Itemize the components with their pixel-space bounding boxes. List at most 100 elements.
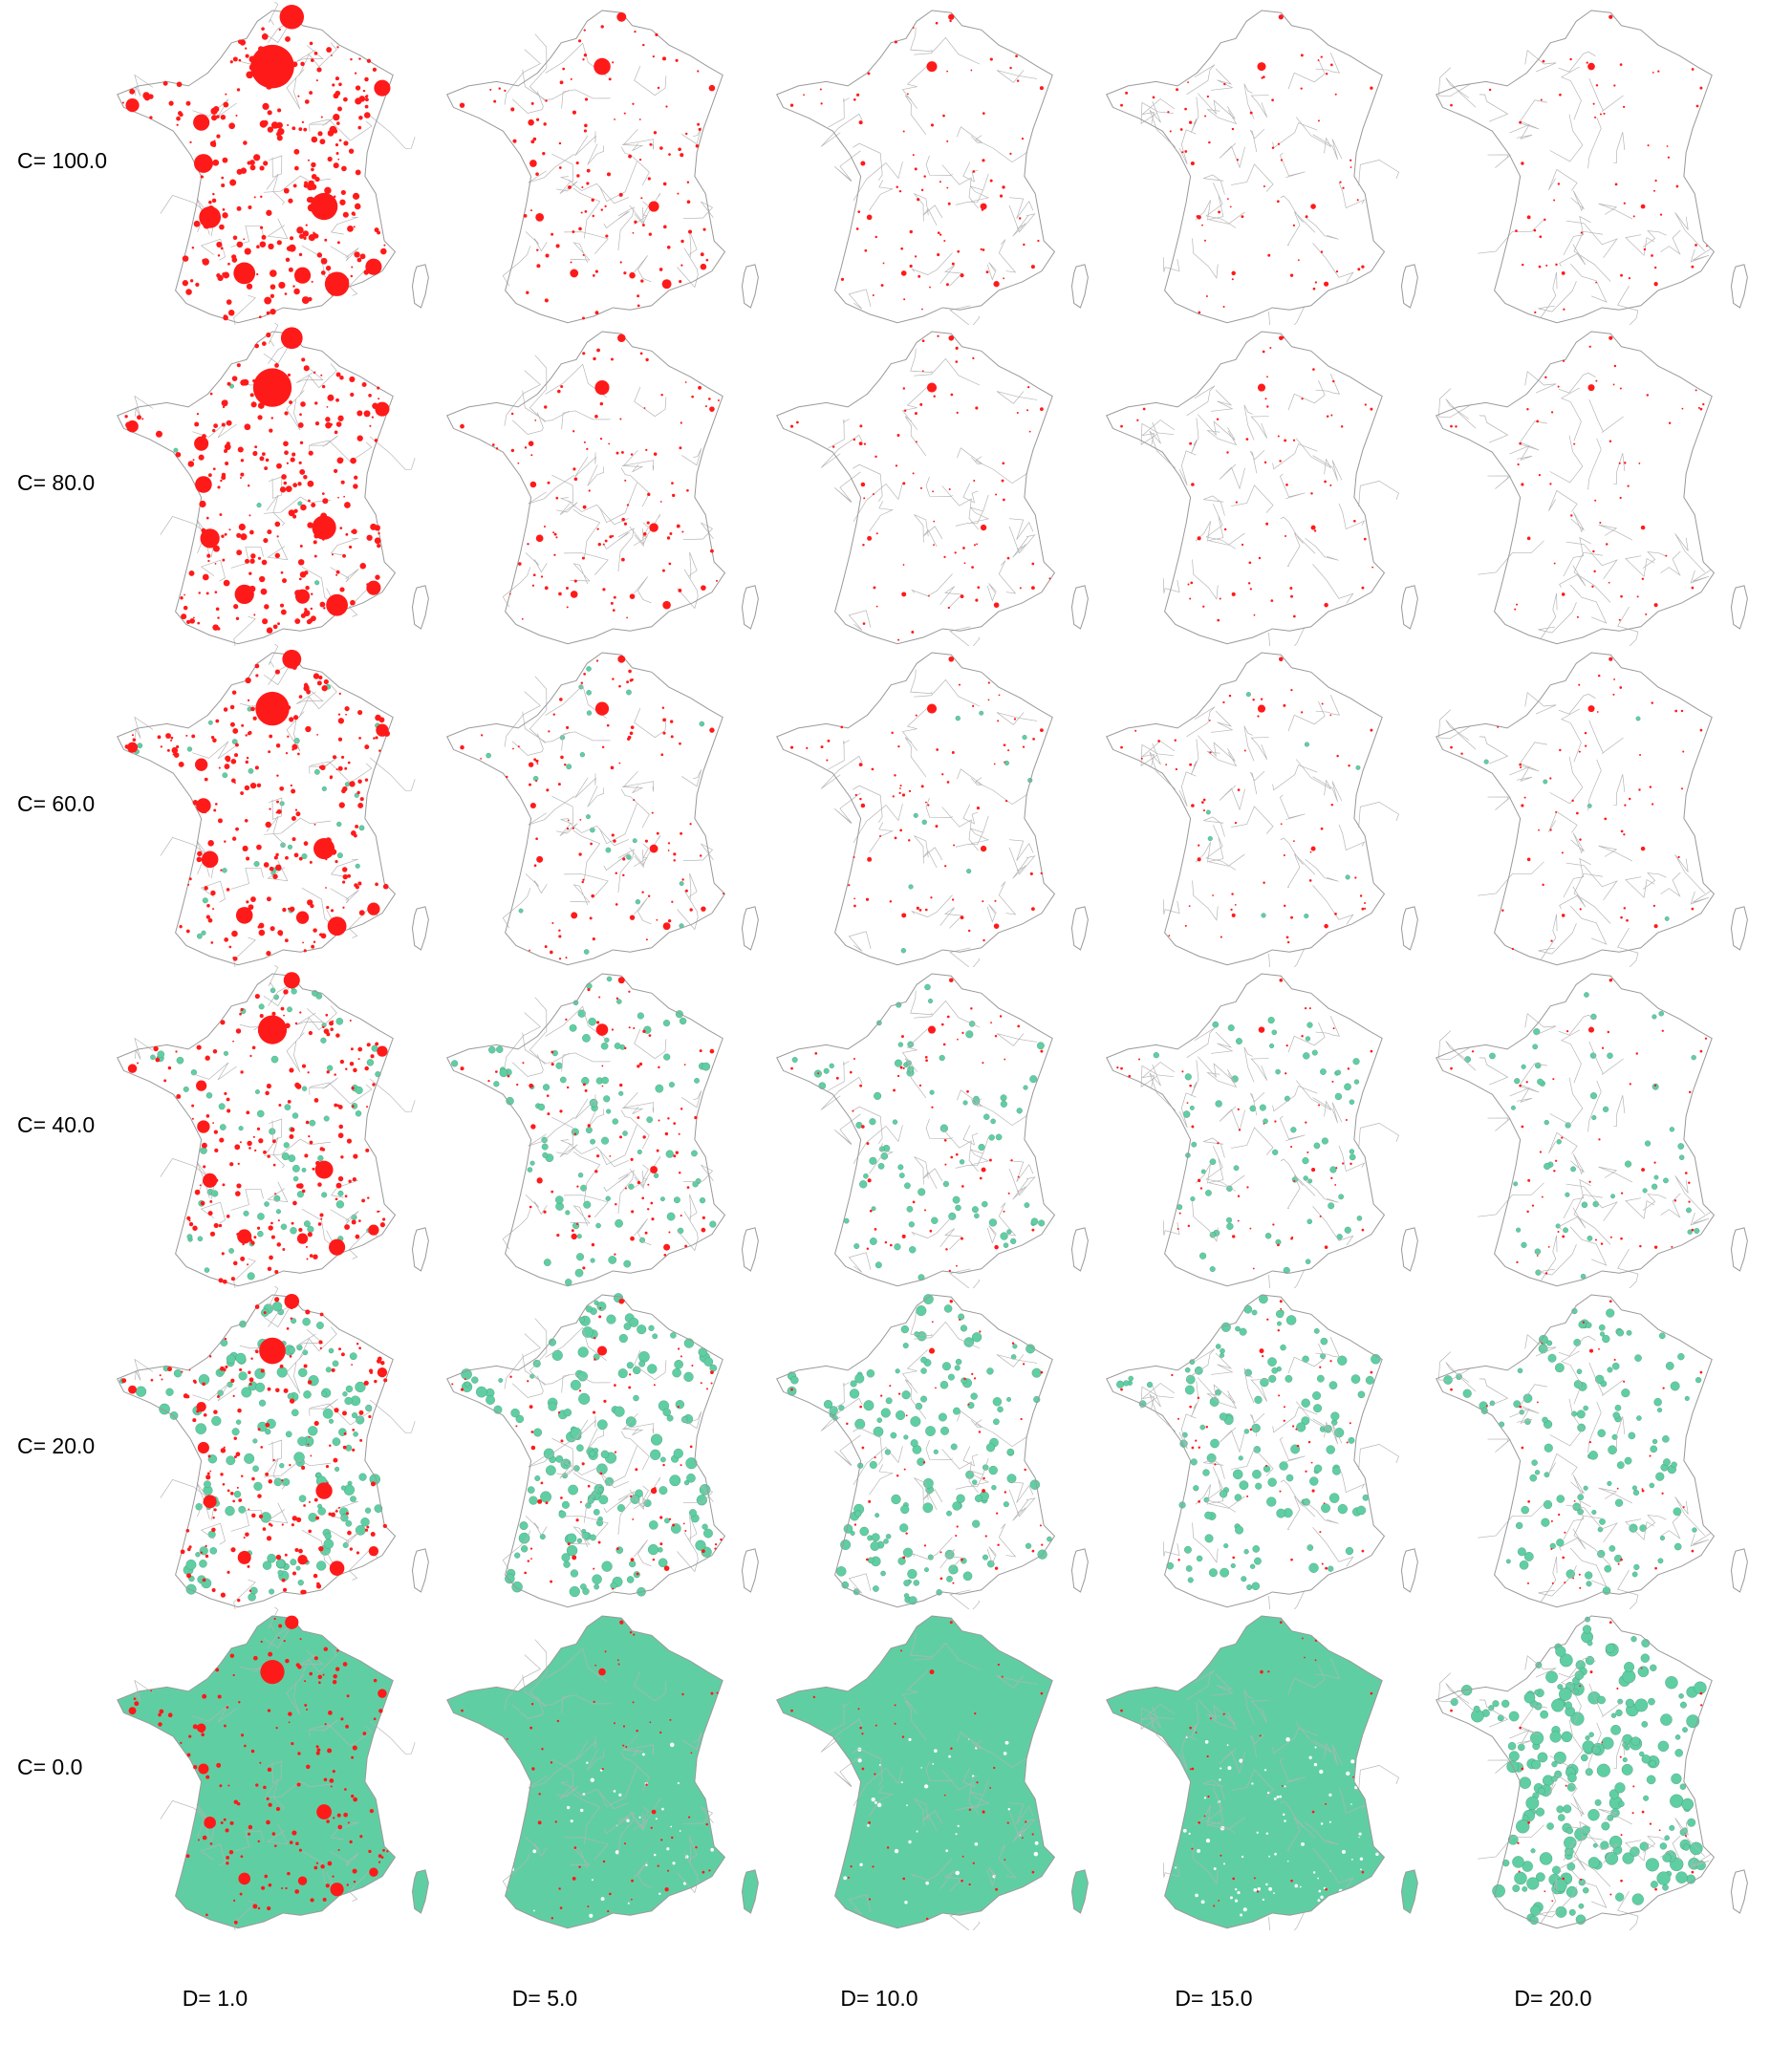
urban-dot	[334, 1103, 338, 1108]
urban-dot	[553, 532, 557, 536]
urban-dot	[1305, 1121, 1307, 1124]
urban-dot	[710, 549, 714, 553]
urban-dot	[254, 1149, 257, 1152]
department-boundary	[957, 768, 983, 786]
urban-dot	[305, 725, 312, 733]
urban-dot	[248, 55, 256, 63]
urban-dot	[1197, 1396, 1200, 1400]
department-boundary	[1617, 1569, 1639, 1609]
map-svg	[117, 1286, 429, 1609]
urban-dot	[1371, 566, 1374, 569]
urban-dot	[222, 405, 226, 409]
urban-dot	[319, 764, 326, 771]
urban-dot	[576, 174, 580, 178]
nonperiurban-gap	[661, 1807, 664, 1811]
urban-dot	[370, 1531, 376, 1537]
urban-dot	[628, 669, 632, 674]
urban-cluster	[1039, 86, 1044, 91]
urban-dot	[684, 889, 688, 893]
department-boundary	[1280, 1479, 1304, 1507]
urban-dot	[1296, 1444, 1300, 1448]
department-boundary	[1479, 736, 1509, 764]
periurban-patch	[235, 1419, 242, 1425]
periurban-patch	[929, 1089, 935, 1095]
map-panel	[760, 965, 1104, 1288]
urban-dot	[198, 454, 205, 461]
department-boundary	[1509, 1087, 1533, 1104]
department-boundary	[1305, 858, 1339, 882]
department-boundary	[1205, 825, 1237, 871]
periurban-patch	[695, 1539, 706, 1551]
periurban-patch	[1328, 1493, 1340, 1503]
department-boundary	[1588, 1362, 1624, 1396]
urban-dot	[270, 417, 274, 420]
urban-dot	[315, 1745, 319, 1749]
urban-dot	[935, 1387, 937, 1389]
urban-dot	[202, 258, 209, 266]
urban-dot	[640, 279, 644, 283]
department-boundary	[1660, 550, 1681, 576]
periurban-patch	[252, 1438, 258, 1444]
urban-dot	[248, 64, 256, 71]
urban-dot	[254, 343, 260, 349]
urban-dot	[543, 122, 547, 126]
urban-dot	[582, 1266, 586, 1270]
periurban-patch	[270, 987, 276, 994]
urban-dot	[285, 485, 292, 492]
urban-dot	[331, 293, 334, 296]
urban-dot	[246, 756, 249, 760]
urban-dot	[276, 808, 282, 814]
department-boundary	[504, 370, 541, 426]
urban-dot	[1137, 1058, 1141, 1061]
map-svg	[776, 331, 1089, 646]
map-panel	[1090, 323, 1434, 646]
urban-dot	[1646, 394, 1650, 397]
periurban-patch	[622, 1130, 628, 1136]
periurban-patch	[1604, 1564, 1612, 1573]
periurban-patch	[1597, 1549, 1606, 1559]
urban-cluster	[1450, 745, 1453, 749]
urban-dot	[949, 19, 952, 23]
department-boundary	[587, 1749, 604, 1771]
periurban-patch	[1212, 1021, 1220, 1028]
periurban-patch	[1522, 1393, 1533, 1404]
urban-dot	[176, 123, 179, 126]
periurban-patch	[1597, 1429, 1606, 1438]
urban-dot	[637, 1065, 640, 1068]
urban-dot	[1290, 688, 1293, 692]
urban-dot	[961, 1185, 964, 1188]
periurban-patch	[335, 1466, 340, 1472]
urban-dot	[275, 743, 281, 748]
urban-cluster	[661, 279, 672, 290]
department-boundary	[955, 173, 989, 205]
urban-dot	[193, 1765, 198, 1770]
urban-dot	[982, 1062, 984, 1065]
urban-dot	[261, 234, 267, 240]
urban-dot	[133, 1697, 137, 1701]
periurban-patch	[683, 1371, 694, 1382]
urban-dot	[227, 381, 231, 386]
urban-dot	[209, 1470, 212, 1473]
periurban-patch	[282, 1477, 291, 1486]
urban-dot	[252, 401, 255, 404]
urban-cluster	[948, 334, 955, 341]
urban-cluster	[198, 1763, 209, 1775]
urban-dot	[583, 129, 588, 133]
periurban-patch	[867, 1557, 874, 1563]
map-svg	[1436, 652, 1748, 967]
department-boundary	[1642, 1194, 1667, 1211]
department-boundary	[634, 255, 652, 283]
urban-dot	[288, 1711, 292, 1716]
department-boundary	[1559, 1528, 1587, 1551]
map-svg	[446, 1293, 759, 1608]
department-boundary	[570, 242, 591, 264]
urban-dot	[898, 791, 901, 795]
department-boundary	[1549, 756, 1584, 805]
department-boundary	[1509, 444, 1533, 462]
nonperiurban-gap	[908, 1737, 912, 1742]
periurban-patch	[1261, 913, 1266, 918]
urban-dot	[1040, 872, 1043, 874]
periurban-patch	[309, 1119, 316, 1127]
urban-cluster	[1562, 1235, 1565, 1238]
urban-dot	[1177, 1417, 1180, 1420]
